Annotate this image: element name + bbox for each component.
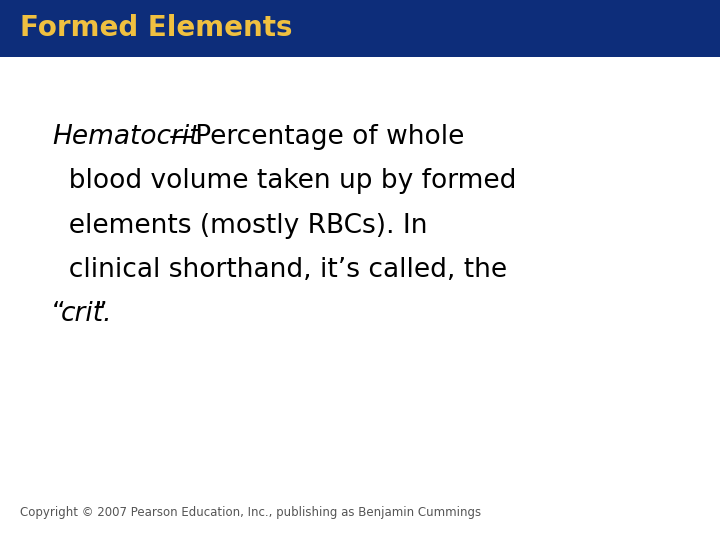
Text: Copyright © 2007 Pearson Education, Inc., publishing as Benjamin Cummings: Copyright © 2007 Pearson Education, Inc.… [20, 507, 481, 519]
Text: blood volume taken up by formed: blood volume taken up by formed [52, 168, 516, 194]
Text: “: “ [52, 301, 66, 327]
Text: crit.: crit. [61, 301, 113, 327]
Text: clinical shorthand, it’s called, the: clinical shorthand, it’s called, the [52, 257, 507, 283]
Text: Hematocrit: Hematocrit [52, 124, 199, 150]
Text: ”: ” [94, 301, 107, 327]
Text: Formed Elements: Formed Elements [20, 15, 292, 42]
Text: —Percentage of whole: —Percentage of whole [169, 124, 464, 150]
Text: elements (mostly RBCs). In: elements (mostly RBCs). In [52, 213, 428, 239]
